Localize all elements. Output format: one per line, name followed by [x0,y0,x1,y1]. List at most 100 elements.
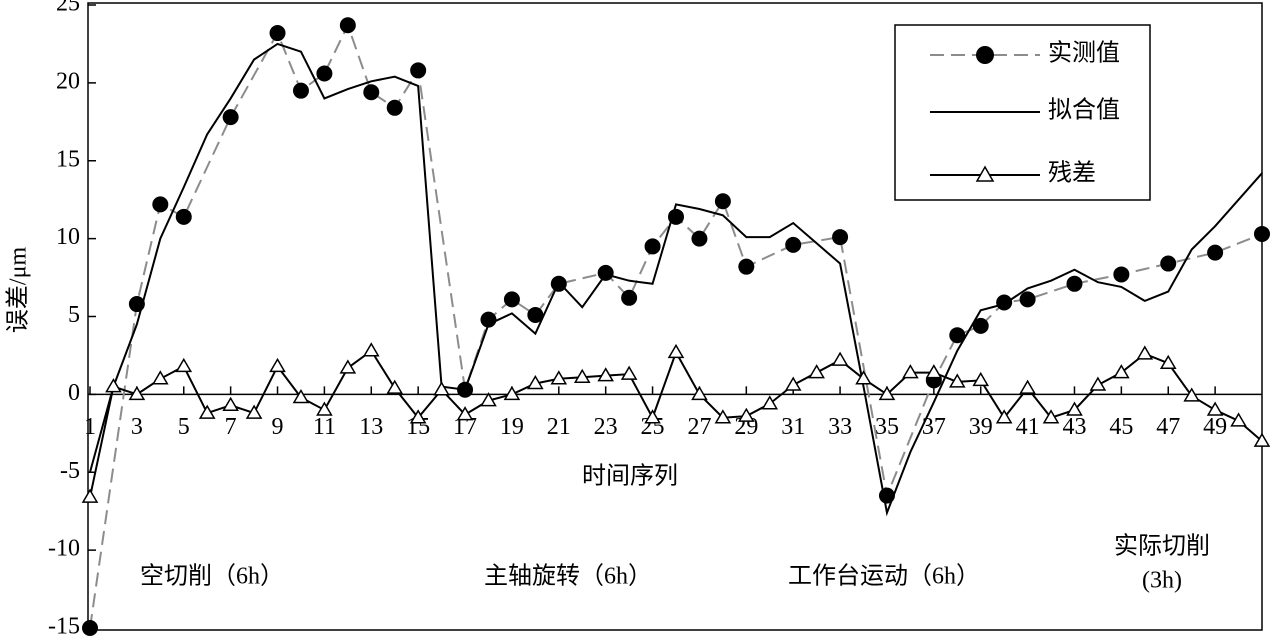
point [175,357,193,373]
point [878,385,896,401]
x-tick-label: 13 [359,414,383,440]
point [1206,401,1224,416]
point [949,327,966,344]
point [269,25,286,42]
point [902,364,919,379]
y-tick-label: 0 [68,380,80,406]
point [1183,387,1200,402]
point [105,378,122,393]
point [1089,376,1107,391]
x-tick-label: 45 [1109,414,1133,440]
y-axis-label: 误差/μm [5,247,32,334]
y-tick-label: 20 [56,68,80,94]
point [527,306,544,323]
point [597,264,614,281]
point [573,368,591,383]
point [527,374,544,390]
point [222,109,239,126]
point [316,401,333,416]
x-tick-label: 5 [178,414,190,440]
x-tick-label: 33 [828,414,852,440]
point [362,342,380,357]
point [152,196,169,213]
point [855,370,872,385]
point [832,229,849,246]
x-axis-label: 时间序列 [582,463,678,490]
point [738,258,755,275]
point [785,236,802,253]
y-tick-label: 15 [56,146,80,172]
point [1019,379,1036,394]
point [1019,291,1036,308]
point [948,373,966,388]
point [480,392,497,407]
point [81,488,99,503]
annotation: 主轴旋转（6h） [484,563,652,590]
point [410,62,427,79]
point [363,84,380,101]
point [1113,266,1130,283]
x-tick-label: 9 [272,414,284,440]
annotation: 工作台运动（6h） [788,563,980,590]
x-tick-label: 43 [1062,414,1086,440]
point [82,620,98,636]
point [503,291,520,308]
point [503,385,521,401]
point [480,311,497,328]
point [409,409,427,424]
point [738,407,755,422]
y-tick-label: 25 [56,0,80,17]
point [1066,401,1083,416]
point [808,364,825,379]
legend-label: 残差 [1048,160,1096,187]
point [691,230,708,247]
point [1253,432,1270,447]
point [433,381,450,396]
point [972,317,989,334]
x-tick-label: 3 [131,414,143,440]
point [339,359,357,374]
point [198,404,216,419]
x-tick-label: 49 [1203,414,1227,440]
point [761,395,779,410]
point [644,238,661,255]
point [292,389,310,404]
point [386,99,403,116]
point [245,404,263,419]
x-tick-label: 39 [969,414,993,440]
point [644,409,661,424]
point [1230,412,1247,427]
point [620,365,638,380]
point [1042,409,1060,424]
point [714,193,731,210]
x-tick-label: 1 [84,414,96,440]
point [1066,275,1083,292]
point [995,409,1013,424]
x-tick-label: 23 [594,414,618,440]
series-line [89,42,1263,517]
x-tick-label: 47 [1156,414,1180,440]
point [1207,244,1224,261]
point [925,364,943,379]
legend-marker [976,46,994,64]
point [386,379,404,394]
point [292,82,309,99]
point [222,396,239,412]
point [456,406,474,421]
point [128,385,146,401]
point [1159,354,1177,369]
point [621,289,638,306]
y-tick-label: -10 [48,536,80,562]
x-tick-label: 31 [781,414,805,440]
point [152,370,169,385]
point [1136,345,1154,360]
point [339,17,356,34]
y-tick-label: 5 [68,302,80,328]
point [1254,225,1270,242]
legend-label: 拟合值 [1048,97,1120,124]
point [550,370,568,385]
y-tick-label: 10 [56,224,80,250]
point [972,371,990,387]
annotation: 实际切削 [1114,533,1210,560]
point [269,357,286,373]
